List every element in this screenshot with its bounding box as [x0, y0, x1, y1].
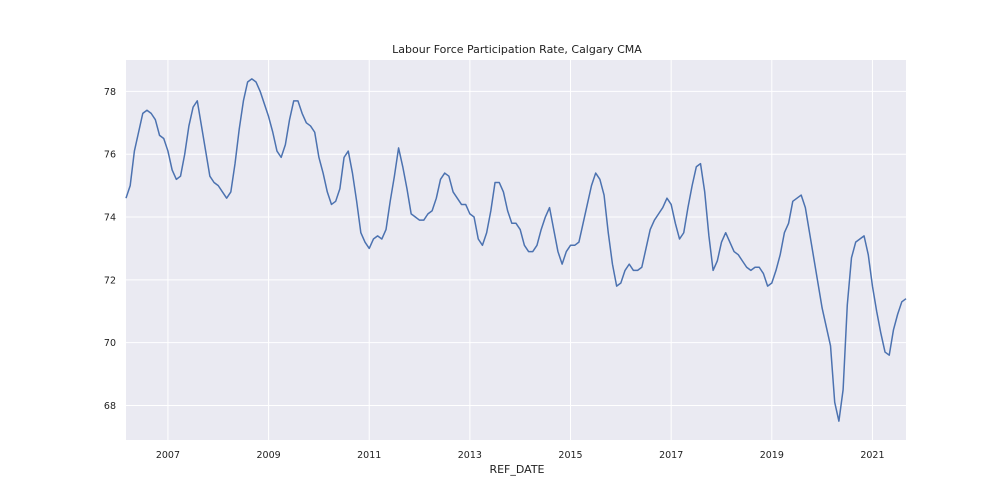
x-axis-label: REF_DATE [489, 463, 544, 476]
y-tick-label: 78 [104, 87, 116, 98]
y-tick-label: 74 [104, 213, 116, 224]
x-axis-ticks: 2007 2009 2011 2013 2015 2017 2019 2021 [156, 450, 885, 461]
x-tick-label: 2015 [558, 450, 582, 461]
x-tick-label: 2017 [659, 450, 683, 461]
plot-area [126, 60, 906, 440]
y-tick-label: 68 [104, 401, 116, 412]
y-tick-label: 72 [104, 275, 116, 286]
x-tick-label: 2009 [256, 450, 280, 461]
gridlines [126, 60, 906, 440]
y-axis-ticks: 68 70 72 74 76 78 [104, 87, 116, 412]
series-lines [125, 78, 907, 422]
x-tick-label: 2011 [357, 450, 381, 461]
y-tick-label: 70 [104, 338, 116, 349]
y-tick-label: 76 [104, 150, 116, 161]
x-tick-label: 2013 [458, 450, 482, 461]
x-tick-label: 2021 [860, 450, 884, 461]
x-tick-label: 2019 [760, 450, 784, 461]
series-line-0 [125, 78, 907, 422]
chart-title: Labour Force Participation Rate, Calgary… [392, 43, 642, 56]
x-tick-label: 2007 [156, 450, 180, 461]
